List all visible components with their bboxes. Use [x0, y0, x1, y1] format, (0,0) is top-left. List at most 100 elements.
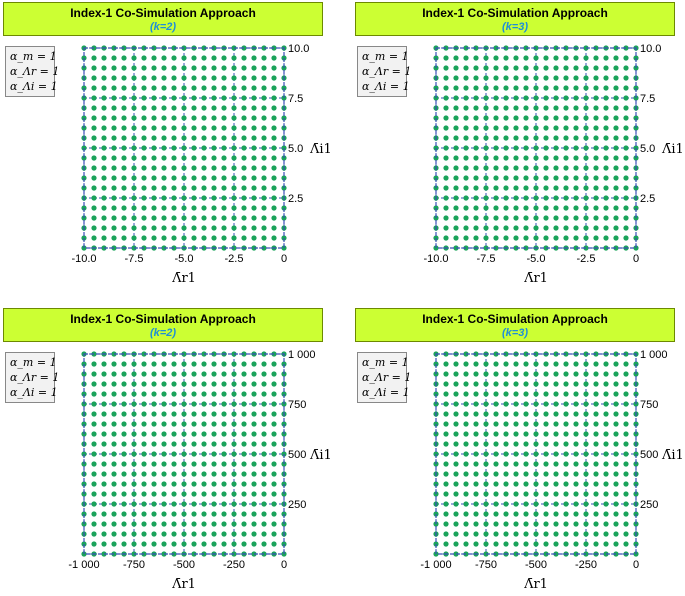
data-point: [493, 511, 499, 517]
data-point: [443, 461, 449, 467]
data-point: [623, 471, 629, 477]
data-point: [111, 411, 117, 417]
data-point: [111, 521, 117, 527]
y-axis-label: Λ̄i1: [309, 448, 332, 463]
data-point: [101, 371, 107, 377]
data-point: [111, 541, 117, 547]
data-point: [251, 85, 257, 91]
data-point: [151, 491, 157, 497]
data-point: [523, 155, 529, 161]
data-point: [613, 75, 619, 81]
data-point: [463, 531, 469, 537]
data-point: [513, 401, 519, 407]
data-point: [141, 471, 147, 477]
data-point: [211, 225, 217, 231]
data-point: [443, 481, 449, 487]
data-point: [543, 421, 549, 427]
data-point: [181, 521, 187, 527]
data-point: [181, 185, 187, 191]
data-point: [483, 431, 489, 437]
chart-title: Index-1 Co-Simulation Approach: [422, 6, 608, 20]
data-point: [91, 215, 97, 221]
x-tick-label: -500: [525, 559, 547, 571]
data-point: [281, 511, 287, 517]
data-point: [171, 401, 177, 407]
data-point: [181, 235, 187, 241]
data-point: [583, 65, 589, 71]
data-point: [613, 391, 619, 397]
data-point: [91, 411, 97, 417]
data-point: [523, 381, 529, 387]
data-point: [573, 215, 579, 221]
data-point: [251, 105, 257, 111]
data-point: [201, 235, 207, 241]
data-point: [513, 215, 519, 221]
data-point: [141, 461, 147, 467]
data-point: [111, 235, 117, 241]
data-point: [573, 531, 579, 537]
data-point: [251, 531, 257, 537]
data-point: [201, 451, 207, 457]
data-point: [221, 115, 227, 121]
data-point: [211, 115, 217, 121]
data-point: [453, 461, 459, 467]
data-point: [503, 145, 509, 151]
chart-panel: Index-1 Co-Simulation Approach (k=3) α_m…: [355, 306, 685, 596]
data-point: [171, 175, 177, 181]
data-point: [191, 371, 197, 377]
data-point: [623, 411, 629, 417]
data-point: [463, 431, 469, 437]
data-point: [271, 381, 277, 387]
data-point: [161, 361, 167, 367]
data-point: [623, 421, 629, 427]
data-point: [131, 185, 137, 191]
chart-panel: Index-1 Co-Simulation Approach (k=2) α_m…: [3, 306, 333, 596]
data-point: [181, 115, 187, 121]
data-point: [171, 411, 177, 417]
data-point: [101, 401, 107, 407]
data-point: [603, 125, 609, 131]
data-point: [91, 115, 97, 121]
data-point: [231, 145, 237, 151]
param-alpha-lambda-r: α_Λr = 1: [10, 371, 60, 384]
data-point: [613, 491, 619, 497]
data-point: [101, 175, 107, 181]
data-point: [171, 451, 177, 457]
data-point: [533, 511, 539, 517]
data-point: [101, 95, 107, 101]
data-point: [443, 381, 449, 387]
data-point: [463, 371, 469, 377]
data-point: [191, 155, 197, 161]
data-point: [241, 165, 247, 171]
data-point: [493, 185, 499, 191]
data-point: [533, 215, 539, 221]
y-tick-label: 2.5: [288, 193, 303, 205]
data-point: [593, 441, 599, 447]
data-point: [613, 65, 619, 71]
data-point: [211, 195, 217, 201]
data-point: [101, 235, 107, 241]
data-point: [513, 501, 519, 507]
data-point: [211, 105, 217, 111]
data-point: [453, 95, 459, 101]
data-point: [261, 431, 267, 437]
data-point: [201, 75, 207, 81]
scatter-plot: -10.0 -7.5 -5.0 -2.5 02.55.07.510.0Λ̄r1Λ̄i1: [71, 43, 331, 286]
data-point: [493, 235, 499, 241]
data-point: [623, 105, 629, 111]
data-point: [111, 105, 117, 111]
data-point: [603, 195, 609, 201]
data-point: [161, 65, 167, 71]
data-point: [211, 95, 217, 101]
data-point: [443, 215, 449, 221]
data-point: [573, 185, 579, 191]
data-point: [261, 125, 267, 131]
data-point: [603, 225, 609, 231]
data-point: [473, 235, 479, 241]
data-point: [513, 85, 519, 91]
data-point: [91, 461, 97, 467]
data-point: [111, 115, 117, 121]
data-point: [583, 441, 589, 447]
data-point: [593, 225, 599, 231]
data-point: [453, 371, 459, 377]
